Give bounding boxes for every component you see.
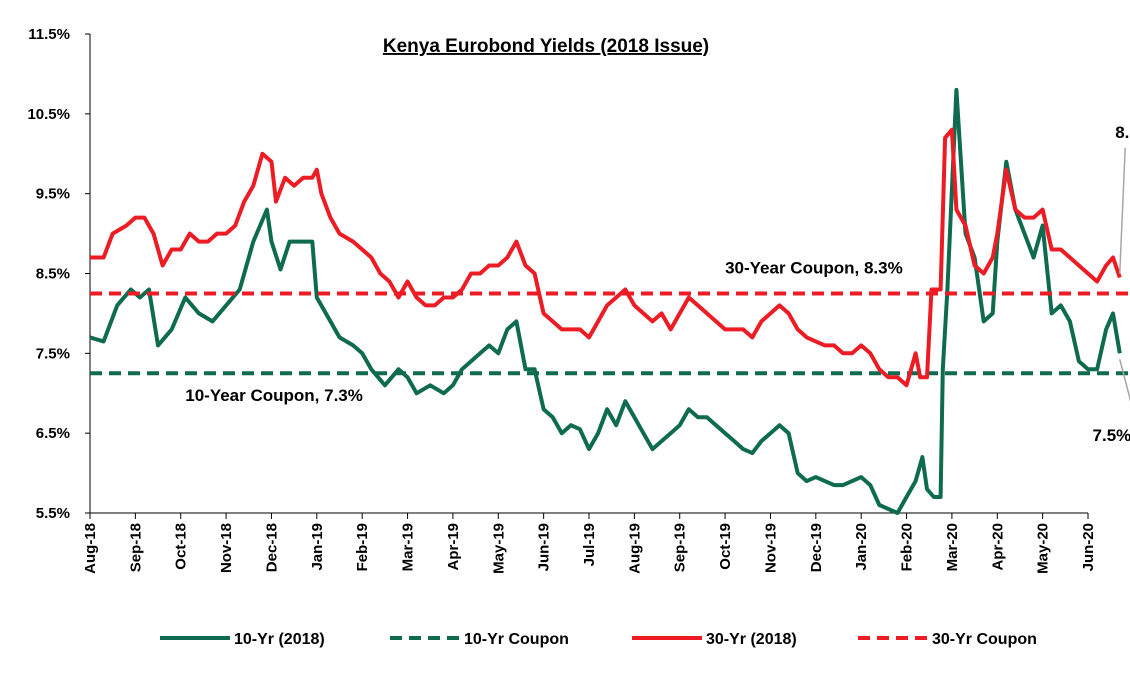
y-tick-label: 5.5% <box>36 505 70 522</box>
x-tick-label: Aug-18 <box>82 523 99 574</box>
legend-label: 10-Yr Coupon <box>464 631 569 648</box>
y-tick-label: 6.5% <box>36 425 70 442</box>
x-tick-label: May-20 <box>1035 523 1052 574</box>
y-tick-label: 8.5% <box>36 266 70 283</box>
y-tick-label: 10.5% <box>27 106 70 123</box>
x-tick-label: Jan-20 <box>853 523 870 571</box>
axes: 11.5% 10.5% 9.5% 8.5% 7.5% 6.5% 5.5% Aug-18 Sep-… <box>27 26 1097 574</box>
x-tick-label: Dec-19 <box>808 523 825 572</box>
y-tick-label: 9.5% <box>36 186 70 203</box>
legend-label: 30-Yr Coupon <box>932 631 1037 648</box>
x-tick-label: Jul-19 <box>581 523 598 566</box>
annotations: 30-Year Coupon, 8.3% 10-Year Coupon, 7.3%… <box>185 123 1130 445</box>
x-tick-label: Sep-18 <box>127 523 144 572</box>
x-tick-label: May-19 <box>490 523 507 574</box>
annotation-label: 8.3% <box>1115 123 1130 142</box>
series-line-30-yr-2018 <box>90 127 1122 388</box>
x-tick-label: Mar-20 <box>944 523 961 571</box>
x-tick-label: Jan-19 <box>309 523 326 571</box>
legend-label: 10-Yr (2018) <box>234 631 325 648</box>
chart-title: Kenya Eurobond Yields (2018 Issue) <box>383 36 709 57</box>
x-tick-label: Nov-19 <box>762 523 779 573</box>
x-tick-label: Oct-18 <box>173 523 190 570</box>
x-tick-label: Jun-19 <box>536 523 553 571</box>
x-tick-label: Apr-19 <box>445 523 462 571</box>
x-tick-label: Mar-19 <box>400 523 417 571</box>
annotation-label: 7.5% <box>1093 426 1130 445</box>
y-tick-label: 11.5% <box>28 26 70 43</box>
x-tick-label: Oct-19 <box>717 523 734 570</box>
annotation-label: 30-Year Coupon, 8.3% <box>725 259 903 278</box>
x-tick-label: Aug-19 <box>626 523 643 574</box>
x-tick-label: Nov-18 <box>218 523 235 573</box>
x-tick-label: Jun-20 <box>1080 523 1097 571</box>
annotation-label: 10-Year Coupon, 7.3% <box>185 386 363 405</box>
y-tick-label: 7.5% <box>36 345 70 362</box>
series-line-10-yr-2018 <box>89 87 1122 515</box>
x-tick-label: Feb-19 <box>354 523 371 571</box>
x-tick-label: Sep-19 <box>672 523 689 572</box>
series-layer <box>89 87 1129 515</box>
annotation-leader-line <box>1119 359 1130 436</box>
annotation-leader-line <box>1119 147 1126 274</box>
x-tick-label: Feb-20 <box>899 523 916 571</box>
x-tick-label: Apr-20 <box>989 523 1006 571</box>
x-tick-label: Dec-18 <box>263 523 280 572</box>
legend-label: 30-Yr (2018) <box>706 631 797 648</box>
legend: 10-Yr (2018) 10-Yr Coupon 30-Yr (2018) 30-Y… <box>160 631 1037 648</box>
